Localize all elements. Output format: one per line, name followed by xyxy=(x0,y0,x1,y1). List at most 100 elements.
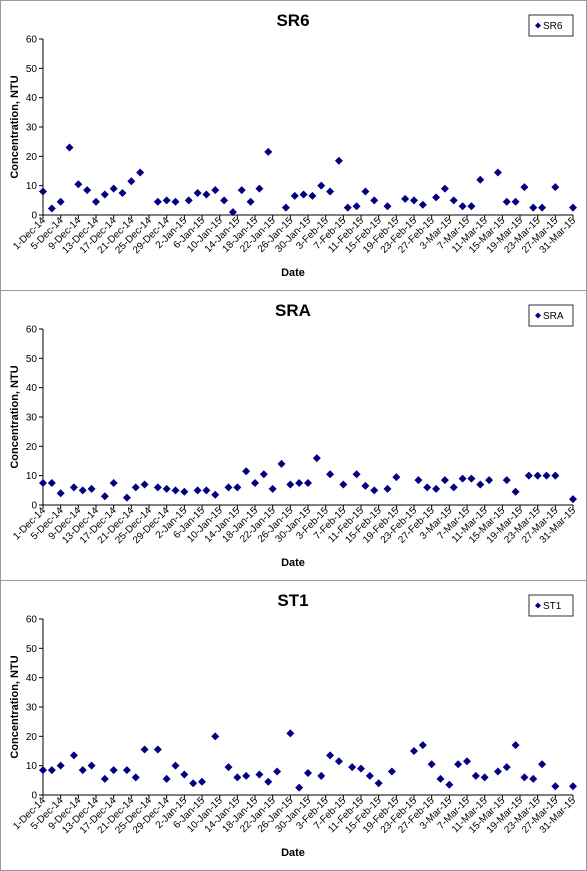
st1-data-point xyxy=(511,741,520,750)
sra-data-point xyxy=(39,479,47,487)
sr6-data-point xyxy=(127,177,136,186)
sra-data-point xyxy=(312,454,321,463)
sra-data-point xyxy=(370,486,379,495)
st1-data-point xyxy=(569,782,577,791)
st1-data-point xyxy=(242,771,251,780)
sr6-data-point xyxy=(569,203,577,212)
st1-data-point xyxy=(502,763,511,772)
sr6-data-point xyxy=(511,197,520,206)
sr6-data-point xyxy=(467,202,476,211)
sr6-data-point xyxy=(476,175,485,184)
st1-data-point xyxy=(78,766,87,775)
sr6-y-tick-label: 10 xyxy=(26,181,38,192)
st1-data-point xyxy=(171,761,180,770)
sra-data-point xyxy=(153,483,162,492)
sr6-data-point xyxy=(551,183,560,192)
st1-x-axis-title: Date xyxy=(281,847,305,859)
st1-data-point xyxy=(233,773,242,782)
sra-data-point xyxy=(193,486,202,495)
sra-data-point xyxy=(383,484,392,493)
sr6-data-point xyxy=(281,203,290,212)
sr6-data-point xyxy=(502,197,511,206)
st1-data-point xyxy=(56,761,65,770)
st1-data-point xyxy=(348,763,357,772)
st1-data-point xyxy=(410,747,418,755)
sra-data-point xyxy=(524,471,533,480)
st1-y-tick-label: 40 xyxy=(26,673,38,684)
sr6-data-point xyxy=(493,168,502,177)
sra-data-point xyxy=(295,479,304,487)
st1-y-tick-label: 60 xyxy=(26,615,38,626)
sr6-y-axis-title: Concentration, NTU xyxy=(9,75,21,178)
st1-y-axis-title: Concentration, NTU xyxy=(9,655,21,758)
sra-legend-marker xyxy=(535,312,541,319)
sra-y-tick-label: 60 xyxy=(26,325,38,336)
sr6-data-point xyxy=(92,197,100,206)
sr6-data-point xyxy=(308,191,317,200)
sr6-data-point xyxy=(538,203,547,212)
sra-data-point xyxy=(69,483,78,492)
st1-y-tick-label: 0 xyxy=(31,791,37,802)
sr6-data-point xyxy=(352,202,361,211)
sra-data-point xyxy=(251,479,259,487)
sr6-data-point xyxy=(211,186,220,195)
sra-data-point xyxy=(268,484,277,493)
sra-data-point xyxy=(361,481,370,490)
chart-sr6-svg: SR601020304050601-Dec-145-Dec-149-Dec-14… xyxy=(9,11,578,279)
sra-data-point xyxy=(233,483,242,492)
sra-data-point xyxy=(326,470,335,479)
sra-y-tick-label: 0 xyxy=(31,501,37,512)
sr6-legend-label: SR6 xyxy=(543,21,563,32)
st1-data-point xyxy=(180,770,189,779)
sra-data-point xyxy=(485,476,494,485)
sr6-data-point xyxy=(290,191,299,200)
sra-legend: SRA xyxy=(528,304,574,327)
chart-st1-svg: ST101020304050601-Dec-145-Dec-149-Dec-14… xyxy=(9,591,578,859)
sr6-data-point xyxy=(458,202,467,211)
sr6-data-point xyxy=(237,186,246,195)
st1-data-point xyxy=(69,751,78,760)
sra-data-point xyxy=(458,474,467,483)
sr6-legend-box xyxy=(528,14,574,37)
sr6-data-point xyxy=(370,196,379,205)
sr6-data-point xyxy=(202,190,211,199)
sra-data-point xyxy=(109,479,118,487)
sr6-data-point xyxy=(39,187,47,196)
sr6-data-point xyxy=(193,189,202,197)
sr6-data-point xyxy=(432,193,441,202)
sra-y-tick-label: 50 xyxy=(26,354,38,365)
sra-data-point xyxy=(352,470,361,479)
sr6-data-point xyxy=(383,202,392,211)
sra-data-point xyxy=(100,492,109,501)
sr6-data-point xyxy=(118,189,127,197)
st1-data-point xyxy=(140,745,149,754)
sra-data-point xyxy=(511,487,520,496)
st1-data-point xyxy=(286,729,295,738)
st1-data-point xyxy=(551,782,560,791)
sr6-data-point xyxy=(317,181,326,190)
st1-data-point xyxy=(538,760,547,769)
sra-data-point xyxy=(542,471,551,480)
sr6-data-point xyxy=(410,196,418,205)
sr6-y-tick-label: 20 xyxy=(26,152,38,163)
st1-data-point xyxy=(304,769,312,777)
st1-data-point xyxy=(211,732,220,741)
sra-data-point xyxy=(171,486,180,495)
st1-data-point xyxy=(387,767,396,776)
st1-data-point xyxy=(224,763,233,772)
st1-data-point xyxy=(255,770,264,779)
st1-y-tick-label: 10 xyxy=(26,761,38,772)
sr6-y-tick-label: 60 xyxy=(26,35,38,46)
sra-data-point xyxy=(286,480,295,489)
sra-y-tick-label: 20 xyxy=(26,442,38,453)
sr6-data-point xyxy=(334,156,343,165)
sr6-data-point xyxy=(47,204,56,213)
sra-x-axis-title: Date xyxy=(281,557,305,569)
sra-data-point xyxy=(414,476,423,485)
sra-data-point xyxy=(87,484,96,493)
sr6-data-point xyxy=(74,180,83,189)
sra-data-point xyxy=(277,459,286,468)
sr6-data-point xyxy=(520,183,529,192)
sra-y-axis-title: Concentration, NTU xyxy=(9,365,21,468)
st1-data-point xyxy=(436,774,445,783)
